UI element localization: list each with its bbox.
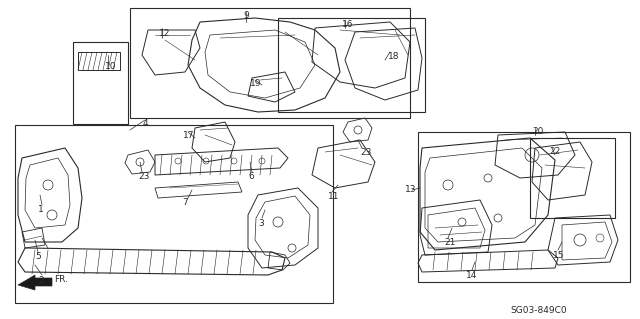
Text: 11: 11 — [328, 192, 339, 201]
Text: 3: 3 — [258, 219, 264, 228]
Bar — [418, 132, 630, 282]
Bar — [15, 125, 333, 303]
Text: 15: 15 — [553, 251, 564, 260]
Text: 2: 2 — [38, 276, 44, 285]
Text: 19: 19 — [250, 79, 262, 88]
Text: SG03-849C0: SG03-849C0 — [510, 306, 566, 315]
Text: 22: 22 — [549, 147, 560, 156]
Bar — [530, 138, 615, 218]
Text: 16: 16 — [342, 20, 353, 29]
Text: 18: 18 — [388, 52, 399, 61]
Text: 23: 23 — [360, 148, 371, 157]
Text: 14: 14 — [466, 271, 477, 280]
Text: 17: 17 — [183, 131, 195, 140]
Text: 10: 10 — [105, 62, 116, 71]
Text: 20: 20 — [532, 127, 543, 136]
Text: 7: 7 — [182, 198, 188, 207]
Text: 1: 1 — [38, 205, 44, 214]
Polygon shape — [18, 275, 52, 290]
Text: 6: 6 — [248, 172, 253, 181]
Text: 12: 12 — [159, 29, 170, 38]
Text: 21: 21 — [444, 238, 456, 247]
Bar — [73, 42, 128, 124]
Text: 13: 13 — [405, 184, 417, 194]
Text: 5: 5 — [35, 252, 41, 261]
Text: 9: 9 — [243, 11, 249, 20]
Text: 23: 23 — [138, 172, 149, 181]
Text: 4: 4 — [143, 119, 148, 128]
Text: FR.: FR. — [54, 276, 68, 285]
